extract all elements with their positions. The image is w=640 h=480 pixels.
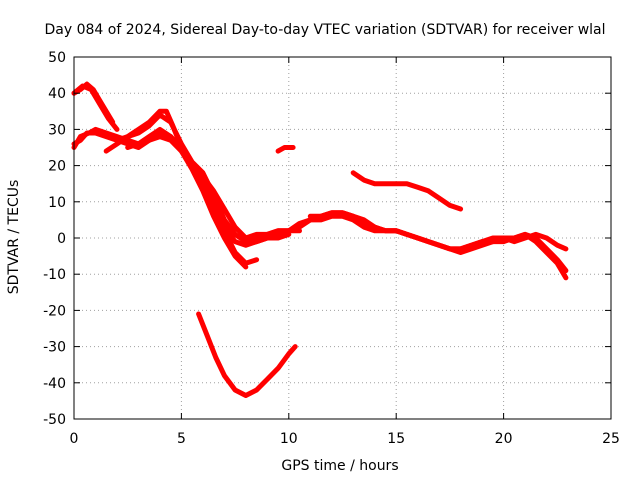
y-tick-label: 30 xyxy=(48,122,66,138)
y-tick-label: -30 xyxy=(43,340,66,356)
y-tick-label: 50 xyxy=(48,50,66,66)
y-tick-label: 0 xyxy=(57,231,66,247)
ticks: 0 5 10 15 20 25 -50 -40 -30 -20 -10 0 10 20 30 40 50 xyxy=(43,50,620,447)
x-tick-label: 0 xyxy=(70,431,79,447)
y-tick-label: 40 xyxy=(48,86,66,102)
x-tick-label: 10 xyxy=(280,431,298,447)
series-group xyxy=(71,81,569,398)
y-axis-title: SDTVAR / TECUs xyxy=(6,180,22,295)
y-tick-label: -10 xyxy=(43,267,66,283)
chart-title: Day 084 of 2024, Sidereal Day-to-day VTE… xyxy=(44,22,605,38)
series-arc-7 xyxy=(125,126,292,241)
series-arc-4 xyxy=(71,130,249,270)
series-arc-13 xyxy=(196,311,298,398)
series-arc-11 xyxy=(350,170,464,212)
grid xyxy=(74,57,611,419)
x-tick-label: 25 xyxy=(602,431,620,447)
series-arc-12 xyxy=(275,145,296,154)
y-tick-label: -20 xyxy=(43,303,66,319)
x-tick-label: 20 xyxy=(495,431,513,447)
y-tick-label: 20 xyxy=(48,159,66,175)
y-tick-label: -40 xyxy=(43,376,66,392)
series-arc-2 xyxy=(71,81,116,125)
y-tick-label: -50 xyxy=(43,412,66,428)
x-axis-title: GPS time / hours xyxy=(281,458,398,474)
series-arc-10 xyxy=(307,210,569,281)
y-tick-label: 10 xyxy=(48,195,66,211)
x-tick-label: 5 xyxy=(177,431,186,447)
x-tick-label: 15 xyxy=(387,431,405,447)
